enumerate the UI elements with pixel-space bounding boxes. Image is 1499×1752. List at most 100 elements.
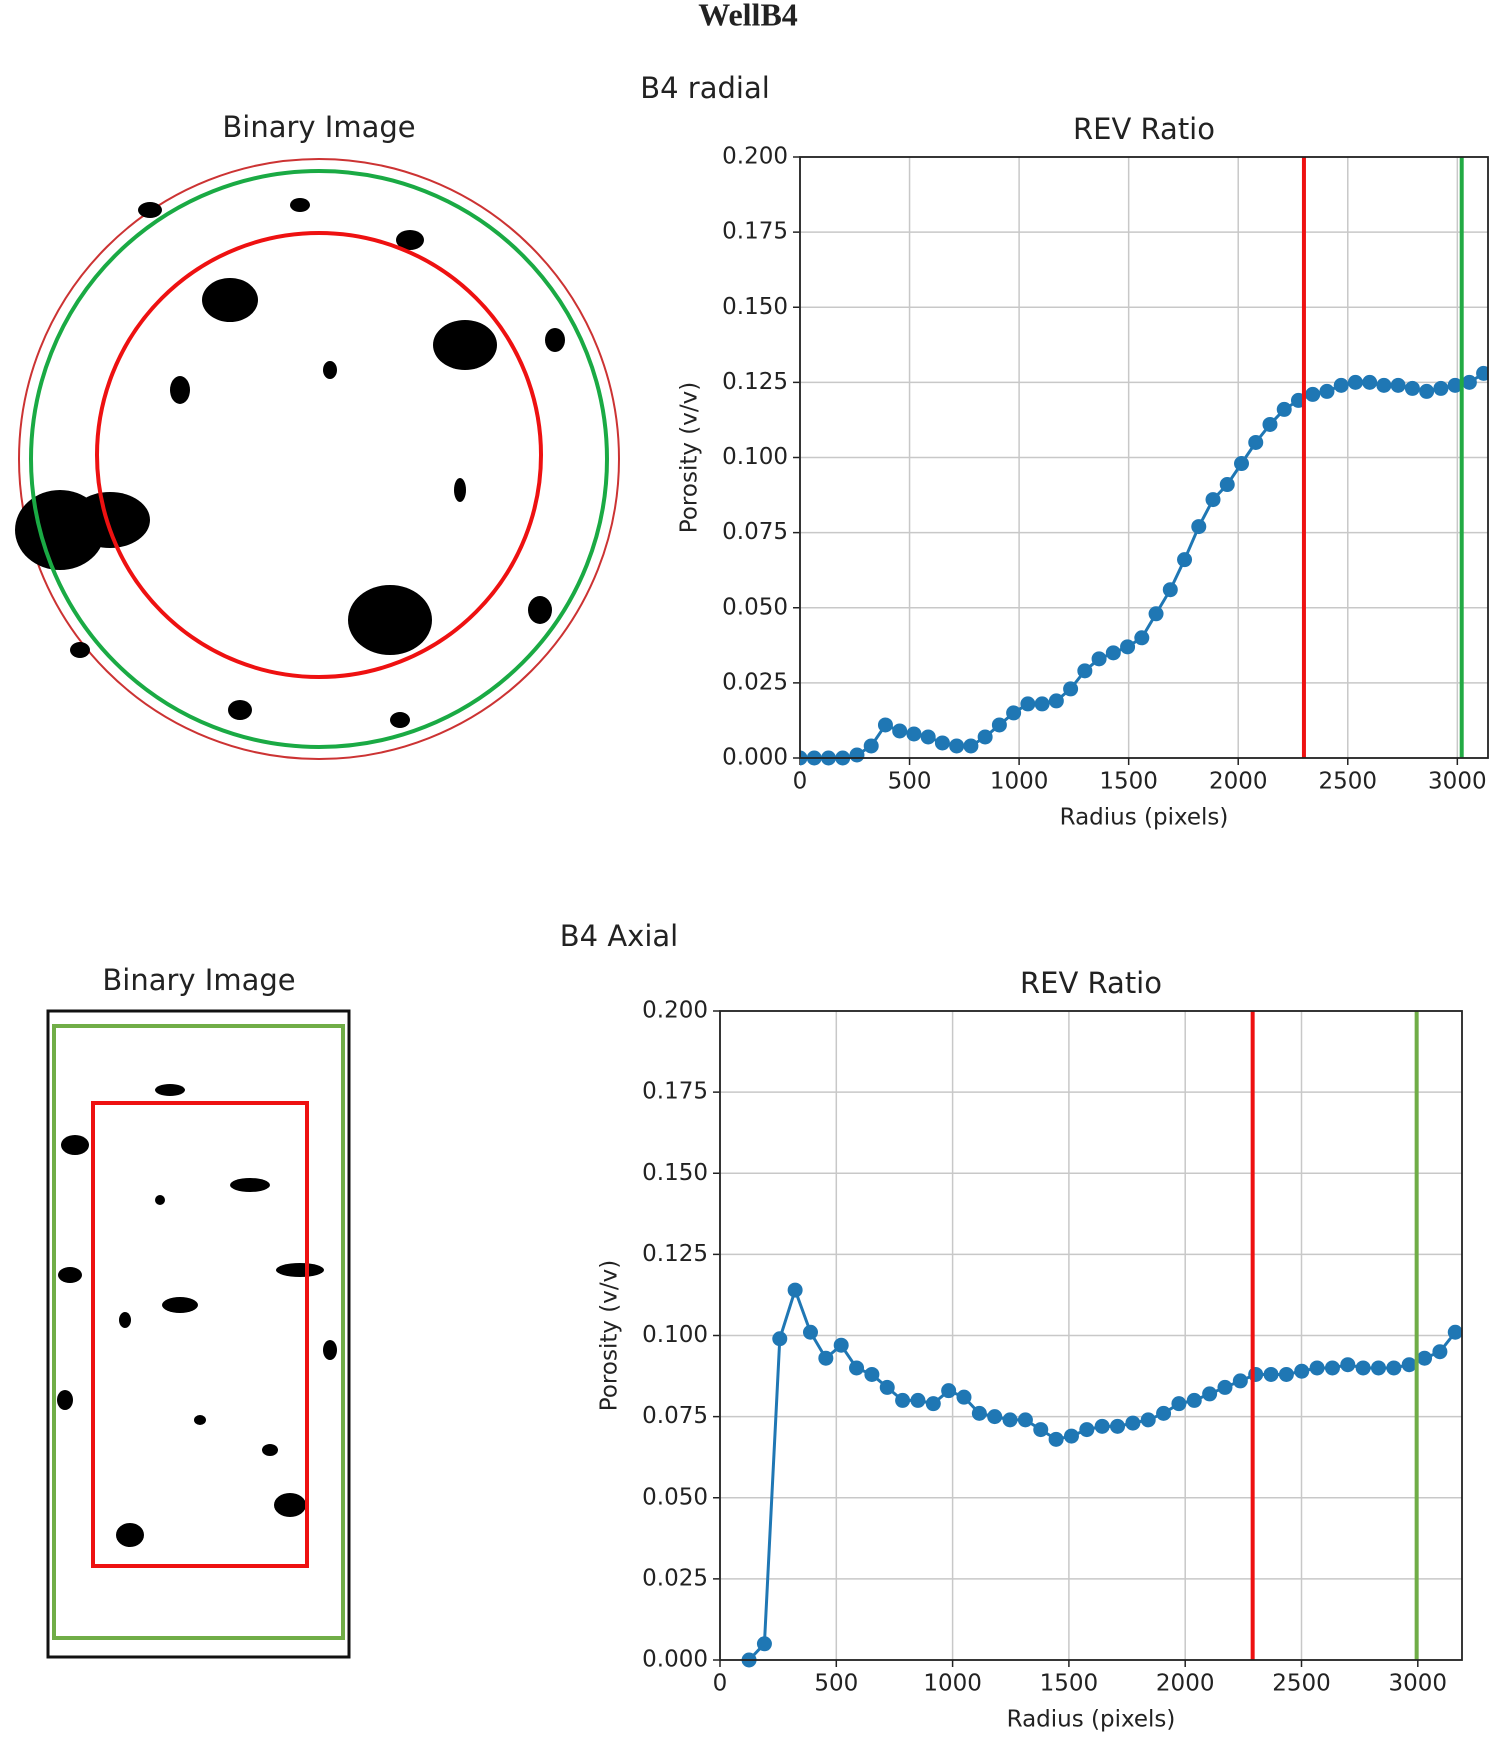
data-point — [1340, 1357, 1356, 1373]
plot-frame — [799, 156, 1489, 759]
y-tick-label: 0.050 — [722, 594, 788, 620]
x-tick-label: 2000 — [1209, 769, 1268, 795]
data-point — [1263, 1366, 1279, 1382]
data-point — [863, 738, 879, 754]
data-point — [1033, 1422, 1049, 1438]
chart-title: REV Ratio — [1073, 112, 1215, 146]
x-tick-label: 500 — [888, 769, 932, 795]
data-point — [1205, 492, 1221, 508]
data-point — [1432, 1344, 1448, 1360]
data-point — [833, 1337, 849, 1353]
data-point — [1262, 416, 1278, 432]
data-point — [1447, 377, 1463, 393]
data-point — [849, 1360, 865, 1376]
data-point — [1355, 1360, 1371, 1376]
chart-title: REV Ratio — [1020, 966, 1162, 1000]
data-point — [1162, 582, 1178, 598]
data-point — [1370, 1360, 1386, 1376]
series-line — [800, 372, 1485, 760]
data-point — [1362, 374, 1378, 390]
image-title: Binary Image — [102, 963, 295, 997]
x-tick-label: 1500 — [1099, 769, 1158, 795]
data-point — [977, 729, 993, 745]
y-tick-label: 0.100 — [642, 1322, 708, 1348]
data-point — [1191, 519, 1207, 535]
data-point — [1404, 380, 1420, 396]
x-axis-label: Radius (pixels) — [1007, 1707, 1176, 1733]
data-point — [877, 717, 893, 733]
y-tick-label: 0.200 — [722, 144, 788, 170]
data-point — [1017, 1412, 1033, 1428]
data-point — [1063, 681, 1079, 697]
axial-binary-image — [46, 1009, 351, 1659]
plot-frame — [719, 1010, 1463, 1661]
data-point — [864, 1366, 880, 1382]
y-tick-label: 0.125 — [642, 1241, 708, 1267]
x-tick-label: 1000 — [923, 1671, 982, 1697]
data-point — [895, 1392, 911, 1408]
data-point — [756, 1636, 772, 1652]
data-point — [1234, 456, 1250, 472]
x-tick-label: 1500 — [1040, 1671, 1099, 1697]
data-point — [1248, 434, 1264, 450]
y-tick-label: 0.025 — [642, 1565, 708, 1591]
data-point — [1248, 1366, 1264, 1382]
data-point — [906, 726, 922, 742]
panel-title: B4 radial — [640, 71, 770, 105]
data-point — [787, 1282, 803, 1298]
data-point — [892, 723, 908, 739]
data-point — [1020, 696, 1036, 712]
data-point — [1232, 1373, 1248, 1389]
y-tick-label: 0.200 — [642, 998, 708, 1024]
data-point — [1401, 1357, 1417, 1373]
data-point — [802, 1324, 818, 1340]
data-point — [956, 1389, 972, 1405]
data-point — [1110, 1418, 1126, 1434]
y-tick-label: 0.075 — [722, 519, 788, 545]
data-point — [1156, 1405, 1172, 1421]
y-tick-label: 0.150 — [642, 1160, 708, 1186]
data-point — [949, 738, 965, 754]
data-point — [1305, 386, 1321, 402]
data-point — [1333, 377, 1349, 393]
x-tick-label: 3000 — [1428, 769, 1487, 795]
y-tick-label: 0.175 — [642, 1079, 708, 1105]
x-tick-label: 500 — [814, 1671, 858, 1697]
data-point — [971, 1405, 987, 1421]
data-point — [1278, 1366, 1294, 1382]
y-tick-label: 0.075 — [642, 1403, 708, 1429]
y-axis-label: Porosity (v/v) — [597, 1260, 623, 1411]
data-point — [1217, 1379, 1233, 1395]
data-point — [987, 1409, 1003, 1425]
data-point — [1219, 477, 1235, 493]
x-tick-label: 0 — [793, 769, 808, 795]
data-point — [1461, 374, 1477, 390]
data-point — [1186, 1392, 1202, 1408]
data-point — [1148, 606, 1164, 622]
data-point — [1276, 401, 1292, 417]
y-tick-label: 0.000 — [722, 745, 788, 771]
y-tick-label: 0.100 — [722, 444, 788, 470]
data-point — [1386, 1360, 1402, 1376]
x-tick-label: 1000 — [990, 769, 1049, 795]
data-point — [1347, 374, 1363, 390]
data-point — [991, 717, 1007, 733]
data-point — [1390, 377, 1406, 393]
data-point — [1324, 1360, 1340, 1376]
data-point — [1079, 1422, 1095, 1438]
y-tick-label: 0.050 — [642, 1484, 708, 1510]
x-tick-label: 3000 — [1389, 1671, 1448, 1697]
data-point — [849, 747, 865, 763]
y-tick-label: 0.000 — [642, 1647, 708, 1673]
radial-binary-image — [15, 158, 620, 760]
data-point — [920, 729, 936, 745]
page-title: WellB4 — [698, 0, 798, 32]
data-point — [1376, 377, 1392, 393]
data-point — [934, 735, 950, 751]
data-point — [772, 1331, 788, 1347]
data-point — [1433, 380, 1449, 396]
data-point — [1002, 1412, 1018, 1428]
data-point — [1125, 1415, 1141, 1431]
data-point — [1294, 1363, 1310, 1379]
